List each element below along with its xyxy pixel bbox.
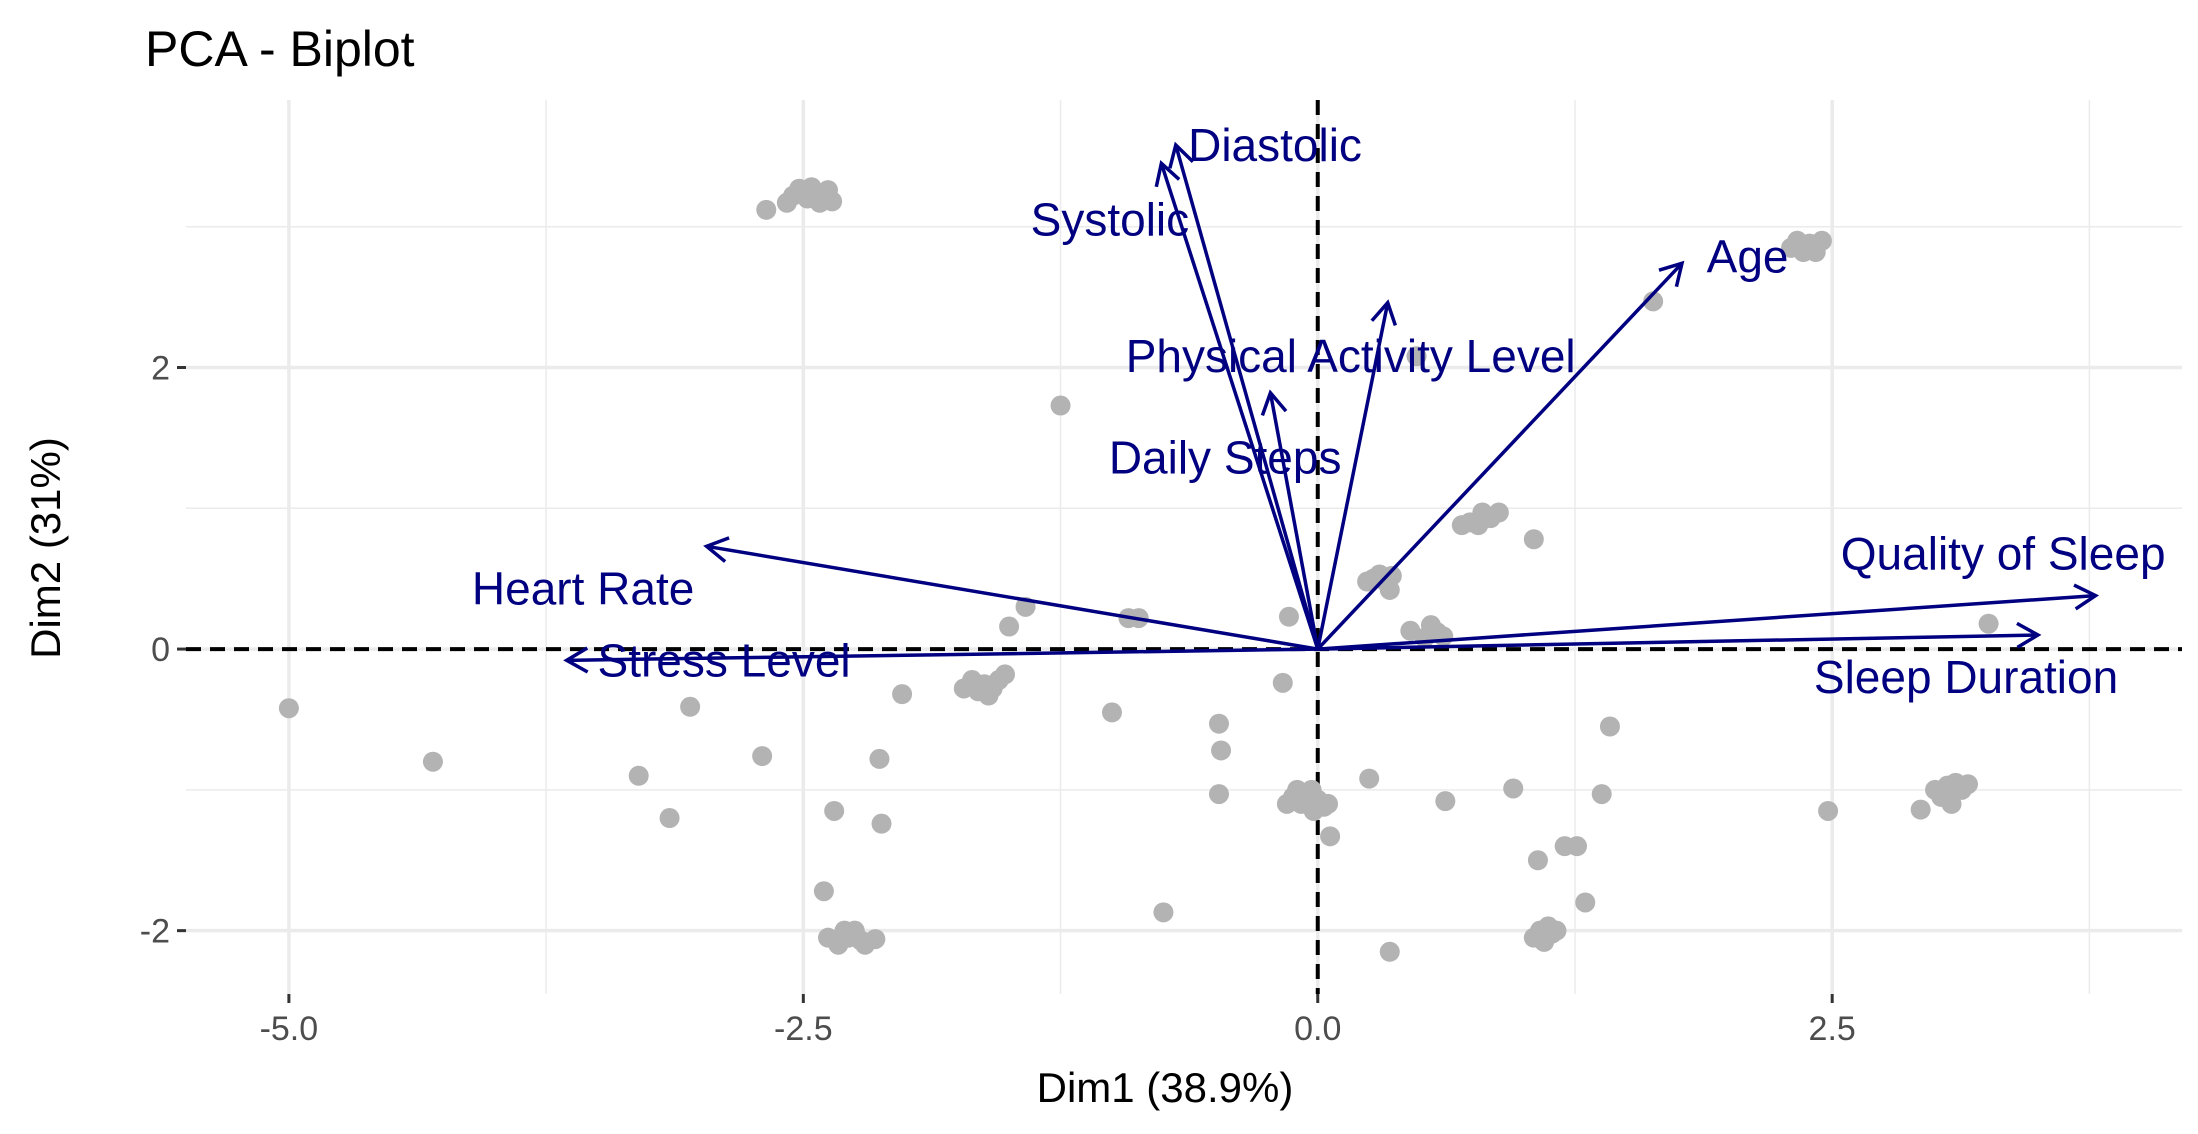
- data-point: [1941, 793, 1962, 814]
- data-point: [1978, 613, 1999, 634]
- arrow-shaft: [1316, 262, 1684, 651]
- y-tick-label: -2: [140, 913, 170, 951]
- data-point: [869, 748, 890, 769]
- arrow-shaft: [566, 647, 1318, 663]
- arrow-shaft: [1174, 144, 1320, 650]
- data-point: [1910, 799, 1931, 820]
- data-point: [1643, 291, 1664, 312]
- data-point: [659, 808, 680, 829]
- data-point: [1320, 826, 1341, 847]
- arrow-shaft: [1316, 302, 1390, 650]
- data-point: [1433, 626, 1454, 647]
- variable-label: Quality of Sleep: [1841, 527, 2166, 579]
- data-point: [756, 199, 777, 220]
- variable-label: Systolic: [1031, 194, 1189, 246]
- variable-label: Stress Level: [598, 634, 851, 686]
- data-point: [278, 698, 299, 719]
- variable-label: Sleep Duration: [1814, 651, 2118, 703]
- x-tick-label: 2.5: [1809, 1010, 1856, 1048]
- data-point: [1359, 768, 1380, 789]
- data-point: [824, 800, 845, 821]
- data-point: [1050, 395, 1071, 416]
- variable-label: Age: [1707, 230, 1789, 282]
- y-tick-label: 2: [151, 349, 170, 387]
- data-point: [999, 616, 1020, 637]
- data-point: [752, 746, 773, 767]
- variable-label: Physical Activity Level: [1126, 330, 1576, 382]
- arrow-head: [1260, 389, 1288, 417]
- data-point: [1379, 941, 1400, 962]
- data-point: [1957, 774, 1978, 795]
- data-point: [871, 813, 892, 834]
- data-point: [628, 765, 649, 786]
- data-point: [1318, 793, 1339, 814]
- x-tick-label: -5.0: [260, 1010, 319, 1048]
- data-point: [1435, 791, 1456, 812]
- x-axis: -5.0 -2.5 0.0 2.5: [260, 994, 1856, 1048]
- data-point: [1818, 800, 1839, 821]
- data-point: [818, 180, 839, 201]
- arrow-shaft: [1317, 633, 2038, 651]
- data-point: [1208, 784, 1229, 805]
- data-point: [1278, 606, 1299, 627]
- variable-label: Heart Rate: [472, 563, 694, 615]
- data-point: [422, 751, 443, 772]
- data-point: [1488, 502, 1509, 523]
- arrow-head: [1168, 141, 1195, 169]
- data-point: [1406, 346, 1427, 367]
- data-point: [1575, 892, 1596, 913]
- data-point: [1523, 529, 1544, 550]
- x-tick-label: -2.5: [774, 1010, 833, 1048]
- arrow-shaft: [1159, 162, 1320, 650]
- data-point: [1208, 713, 1229, 734]
- data-point: [1811, 230, 1832, 251]
- data-point: [1546, 920, 1567, 941]
- x-tick-label: 0.0: [1294, 1010, 1341, 1048]
- y-tick-label: 0: [151, 631, 170, 669]
- arrow-head: [1370, 299, 1398, 327]
- data-point: [1211, 740, 1232, 761]
- y-axis: -2 0 2: [140, 349, 186, 951]
- x-axis-title: Dim1 (38.9%): [1037, 1064, 1294, 1111]
- arrow-head: [1154, 160, 1181, 188]
- data-point: [865, 929, 886, 950]
- data-point: [680, 696, 701, 717]
- variable-label: Daily Steps: [1109, 432, 1342, 484]
- arrow-head: [2073, 583, 2100, 611]
- y-axis-title: Dim2 (31%): [22, 437, 69, 659]
- data-point: [801, 177, 822, 198]
- individuals-points: [278, 177, 1999, 962]
- data-point: [1379, 579, 1400, 600]
- variable-labels: Diastolic Systolic Age Physical Activity Le…: [472, 119, 2166, 703]
- data-point: [1272, 672, 1293, 693]
- variable-label: Diastolic: [1188, 119, 1362, 171]
- data-point: [1527, 850, 1548, 871]
- arrow-shaft: [1268, 392, 1320, 650]
- arrow-shaft: [706, 544, 1319, 651]
- data-point: [1101, 702, 1122, 723]
- chart-title: PCA - Biplot: [145, 21, 415, 77]
- data-point: [1503, 778, 1524, 799]
- data-point: [1567, 836, 1588, 857]
- arrow-head: [1658, 260, 1685, 288]
- arrow-head: [2016, 621, 2042, 649]
- arrow-shaft: [1317, 593, 2096, 651]
- data-point: [1599, 716, 1620, 737]
- data-point: [1153, 902, 1174, 923]
- arrow-head: [563, 646, 589, 674]
- data-point: [1591, 784, 1612, 805]
- data-point: [813, 881, 834, 902]
- reference-lines: [186, 100, 2182, 994]
- arrow-head: [703, 536, 730, 563]
- data-point: [994, 664, 1015, 685]
- variable-arrows: [563, 141, 2100, 674]
- data-point: [892, 684, 913, 705]
- grid-minor: [186, 100, 2182, 994]
